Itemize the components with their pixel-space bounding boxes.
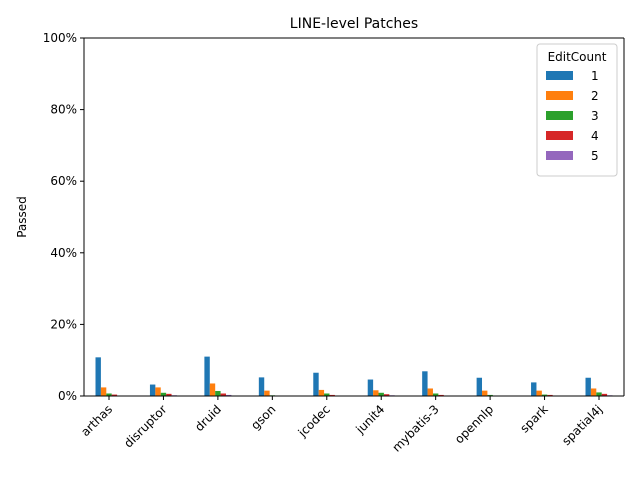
bar-jcodec-editcount-1 <box>313 373 318 396</box>
x-tick-label-spark: spark <box>517 402 550 435</box>
legend-swatch-3 <box>546 111 573 120</box>
bar-disruptor-editcount-2 <box>155 387 160 396</box>
x-tick-label-mybatis-3: mybatis-3 <box>389 402 441 454</box>
bar-gson-editcount-1 <box>259 377 264 396</box>
legend-swatch-1 <box>546 71 573 80</box>
chart-title: LINE-level Patches <box>290 16 418 32</box>
legend-swatch-5 <box>546 151 573 160</box>
bar-junit4-editcount-1 <box>368 380 373 396</box>
bar-junit4-editcount-2 <box>373 390 378 396</box>
bar-druid-editcount-2 <box>210 383 215 396</box>
bar-mybatis-3-editcount-1 <box>422 371 427 396</box>
bar-druid-editcount-3 <box>215 391 220 396</box>
legend-label-4: 4 <box>591 129 599 143</box>
x-tick-label-jcodec: jcodec <box>295 402 333 440</box>
bar-spark-editcount-2 <box>536 391 541 396</box>
x-tick-label-disruptor: disruptor <box>121 402 169 450</box>
legend-swatch-4 <box>546 131 573 140</box>
x-tick-label-junit4: junit4 <box>353 402 388 437</box>
bar-spatial4j-editcount-3 <box>596 392 601 396</box>
bar-jcodec-editcount-2 <box>319 390 324 396</box>
legend-label-5: 5 <box>591 149 599 163</box>
bar-disruptor-editcount-1 <box>150 385 155 396</box>
bar-arthas-editcount-2 <box>101 387 106 396</box>
bar-opennlp-editcount-2 <box>482 391 487 396</box>
bar-spatial4j-editcount-2 <box>591 388 596 396</box>
bar-gson-editcount-2 <box>264 391 269 396</box>
legend-label-3: 3 <box>591 109 599 123</box>
bar-mybatis-3-editcount-2 <box>428 388 433 396</box>
bar-druid-editcount-1 <box>204 357 209 396</box>
legend-label-1: 1 <box>591 69 599 83</box>
legend-swatch-2 <box>546 91 573 100</box>
x-tick-label-opennlp: opennlp <box>452 402 496 446</box>
y-tick-label: 20% <box>50 317 77 331</box>
legend-title: EditCount <box>548 50 607 64</box>
bar-spark-editcount-1 <box>531 382 536 396</box>
x-tick-label-druid: druid <box>192 402 224 434</box>
y-tick-label: 100% <box>43 31 77 45</box>
bar-opennlp-editcount-1 <box>477 378 482 396</box>
y-tick-label: 80% <box>50 103 77 117</box>
x-tick-label-gson: gson <box>248 402 278 432</box>
y-axis-label: Passed <box>15 196 29 238</box>
x-tick-label-spatial4j: spatial4j <box>559 402 605 448</box>
x-tick-label-arthas: arthas <box>78 402 115 439</box>
bar-arthas-editcount-1 <box>96 357 101 396</box>
bar-spatial4j-editcount-1 <box>586 378 591 396</box>
legend-label-2: 2 <box>591 89 599 103</box>
bars-layer <box>96 357 613 396</box>
y-tick-label: 0% <box>58 389 77 403</box>
y-tick-label: 40% <box>50 246 77 260</box>
y-tick-label: 60% <box>50 174 77 188</box>
legend: EditCount 1 2 3 4 5 <box>537 44 617 176</box>
